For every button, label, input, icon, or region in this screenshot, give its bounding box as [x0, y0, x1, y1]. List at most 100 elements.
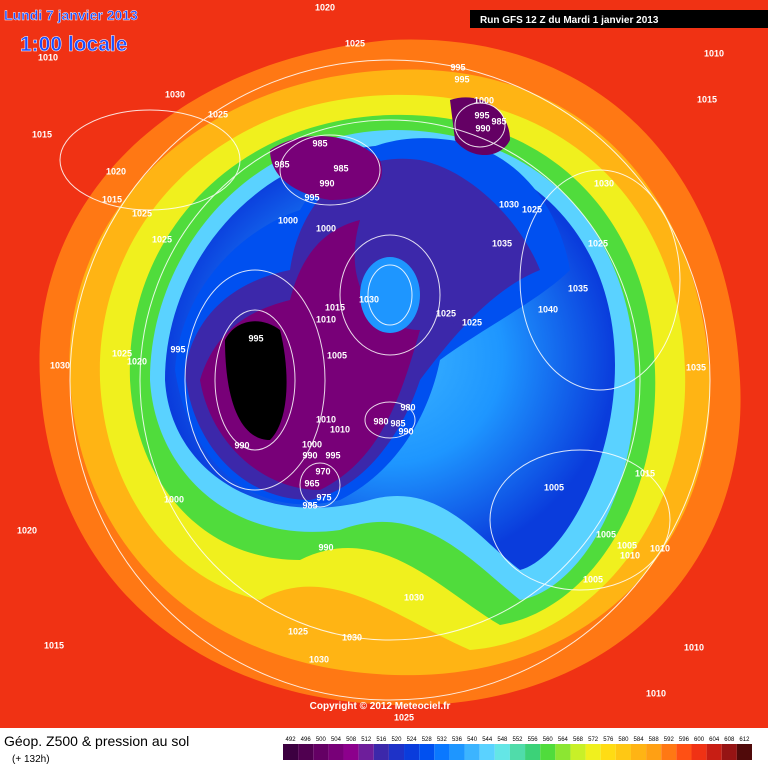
scale-label: 500: [316, 737, 327, 743]
scale-label: 588: [649, 737, 660, 743]
isobar-label: 1005: [617, 540, 637, 550]
isobar-label: 1000: [474, 95, 494, 105]
scale-label: 556: [528, 737, 539, 743]
time: 1:00 locale: [20, 33, 127, 56]
isobar-label: 970: [315, 466, 330, 476]
isobar-label: 1025: [588, 238, 608, 248]
isobar-label: 1010: [620, 550, 640, 560]
isobar-label: 1010: [330, 424, 350, 434]
scale-swatch: [721, 744, 737, 760]
scale-swatch: [313, 744, 329, 760]
scale-label: 568: [573, 737, 584, 743]
scale-swatch: [343, 744, 359, 760]
isobar-label: 1020: [127, 356, 147, 366]
isobar-label: 985: [312, 138, 327, 148]
isobar-label: 985: [390, 418, 405, 428]
copyright: Copyright © 2012 Meteociel.fr: [310, 701, 451, 712]
scale-label: 552: [512, 737, 523, 743]
legend-subtitle: (+ 132h): [12, 754, 50, 765]
scale-swatch: [358, 744, 374, 760]
scale-label: 504: [331, 737, 342, 743]
scale-label: 492: [286, 737, 297, 743]
scale-label: 592: [664, 737, 675, 743]
isobar-label: 1020: [17, 525, 37, 535]
map-field: [0, 0, 768, 728]
legend-title: Géop. Z500 & pression au sol: [4, 733, 189, 749]
isobar-label: 1015: [102, 194, 122, 204]
scale-label: 600: [694, 737, 705, 743]
scale-swatch: [736, 744, 752, 760]
scale-swatch: [600, 744, 616, 760]
scale-label: 516: [376, 737, 387, 743]
isobar-label: 1015: [697, 94, 717, 104]
isobar-label: 1035: [686, 362, 706, 372]
scale-label: 612: [739, 737, 750, 743]
isobar-label: 980: [400, 402, 415, 412]
isobar-label: 990: [302, 450, 317, 460]
isobar-label: 1030: [594, 178, 614, 188]
isobar-label: 1020: [315, 2, 335, 12]
scale-label: 576: [603, 737, 614, 743]
scale-swatch: [555, 744, 571, 760]
scale-label: 608: [724, 737, 735, 743]
scale-swatch: [570, 744, 586, 760]
scale-swatch: [525, 744, 541, 760]
isobar-label: 975: [316, 492, 331, 502]
isobar-label: 1000: [164, 494, 184, 504]
scale-label: 528: [422, 737, 433, 743]
scale-label: 572: [588, 737, 599, 743]
isobar-labels: 1020 1010 1025 1030 1015 1025 1020 1015 1025 1025…: [17, 2, 724, 722]
scale-swatch: [509, 744, 526, 760]
isobar-label: 1030: [165, 89, 185, 99]
isobar-label: 1025: [394, 712, 414, 722]
isobar-label: 1000: [316, 223, 336, 233]
scale-swatch: [706, 744, 722, 760]
isobar-label: 985: [333, 163, 348, 173]
isobar-label: 1010: [646, 688, 666, 698]
isobar-label: 1030: [309, 654, 329, 664]
isobar-label: 995: [170, 344, 185, 354]
run-box: [470, 10, 768, 28]
scale-label: 532: [437, 737, 448, 743]
scale-swatch: [494, 744, 510, 760]
isobar-label: 1030: [359, 294, 379, 304]
date: Lundi 7 janvier 2013: [4, 7, 138, 23]
isobar-label: 1025: [345, 38, 365, 48]
isobar-label: 1025: [462, 317, 482, 327]
scale-swatch: [283, 744, 299, 760]
isobar-label: 990: [398, 426, 413, 436]
isobar-label: 1015: [325, 302, 345, 312]
scale-swatch: [691, 744, 707, 760]
isobar-label: 1010: [38, 52, 58, 62]
isobar-label: 1010: [650, 543, 670, 553]
scale-label: 536: [452, 737, 463, 743]
isobar-label: 985: [302, 500, 317, 510]
scale-swatch: [373, 744, 389, 760]
color-scale: 492 496 500 504 508 512 516 520 524 528 532 536 540 5…: [283, 737, 752, 760]
scale-swatch: [646, 744, 662, 760]
scale-swatch: [449, 744, 465, 760]
isobar-label: 1015: [635, 468, 655, 478]
scale-swatch: [388, 744, 405, 760]
scale-label: 548: [497, 737, 508, 743]
isobar-label: 1005: [583, 574, 603, 584]
isobar-label: 1030: [404, 592, 424, 602]
scale-swatch: [661, 744, 677, 760]
isobar-label: 1025: [436, 308, 456, 318]
scale-swatch: [419, 744, 435, 760]
scale-label: 544: [482, 737, 493, 743]
isobar-label: 1035: [492, 238, 512, 248]
scale-swatch: [615, 744, 631, 760]
isobar-label: 1010: [684, 642, 704, 652]
isobar-label: 1000: [278, 215, 298, 225]
scale-swatch: [479, 744, 495, 760]
scale-label: 604: [709, 737, 720, 743]
isobar-label: 1015: [32, 129, 52, 139]
scale-label: 596: [679, 737, 690, 743]
isobar-label: 980: [373, 416, 388, 426]
isobar-label: 1025: [208, 109, 228, 119]
isobar-label: 1015: [44, 640, 64, 650]
isobar-label: 990: [318, 542, 333, 552]
isobar-label: 1040: [538, 304, 558, 314]
